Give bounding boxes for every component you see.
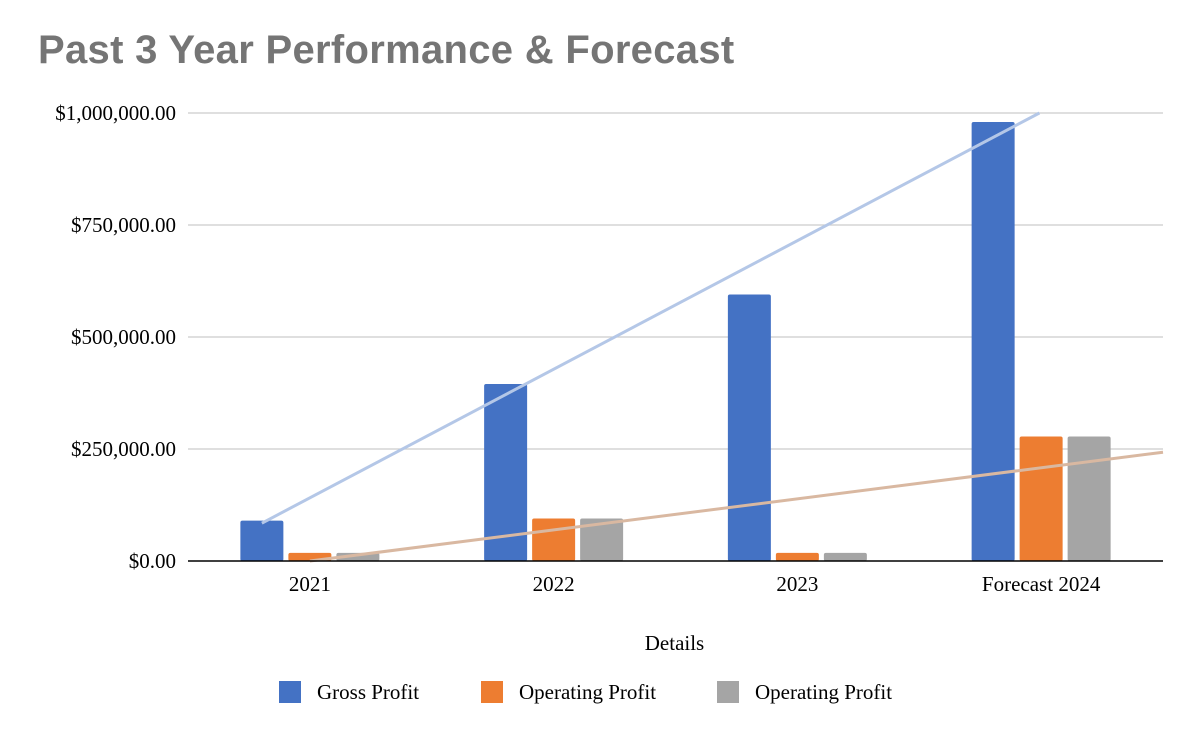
x-tick-label: 2022 (533, 572, 575, 596)
legend-swatch (717, 681, 739, 703)
trendlines (261, 111, 1164, 563)
trendline-gross-profit (261, 111, 1041, 525)
bar-gross-profit-3 (971, 121, 1015, 562)
bar-operating-profit-3 (1067, 436, 1111, 561)
y-tick-label: $750,000.00 (71, 213, 176, 237)
y-tick-label: $250,000.00 (71, 437, 176, 461)
y-tick-label: $500,000.00 (71, 325, 176, 349)
y-axis-tick-labels: $0.00 $250,000.00 $500,000.00 $750,000.00 $1… (55, 101, 176, 573)
bar-gross-profit-2 (727, 294, 771, 561)
x-tick-label: 2023 (776, 572, 818, 596)
bar-gross-profit-0 (240, 520, 284, 561)
legend-label: Gross Profit (317, 680, 419, 704)
legend-label: Operating Profit (755, 680, 892, 704)
bars (240, 121, 1111, 562)
legend-swatch (481, 681, 503, 703)
trendline-operating-profit (309, 450, 1164, 563)
chart-title: Past 3 Year Performance & Forecast (38, 28, 735, 72)
bar-operating-profit-2 (823, 552, 867, 561)
x-tick-label: Forecast 2024 (982, 572, 1101, 596)
x-axis-tick-labels: 2021 2022 2023 Forecast 2024 (289, 572, 1101, 596)
bar-gross-profit-1 (484, 384, 528, 561)
bar-operating-profit-2 (775, 552, 819, 561)
legend-label: Operating Profit (519, 680, 656, 704)
gridlines (188, 112, 1163, 450)
x-axis-title: Details (645, 631, 704, 655)
legend: Gross Profit Operating Profit Operating Pr… (279, 680, 892, 704)
bar-operating-profit-3 (1019, 436, 1063, 561)
y-tick-label: $1,000,000.00 (55, 101, 176, 125)
bar-operating-profit-1 (532, 518, 576, 561)
legend-swatch (279, 681, 301, 703)
x-tick-label: 2021 (289, 572, 331, 596)
y-tick-label: $0.00 (129, 549, 176, 573)
bar-operating-profit-1 (580, 518, 624, 561)
